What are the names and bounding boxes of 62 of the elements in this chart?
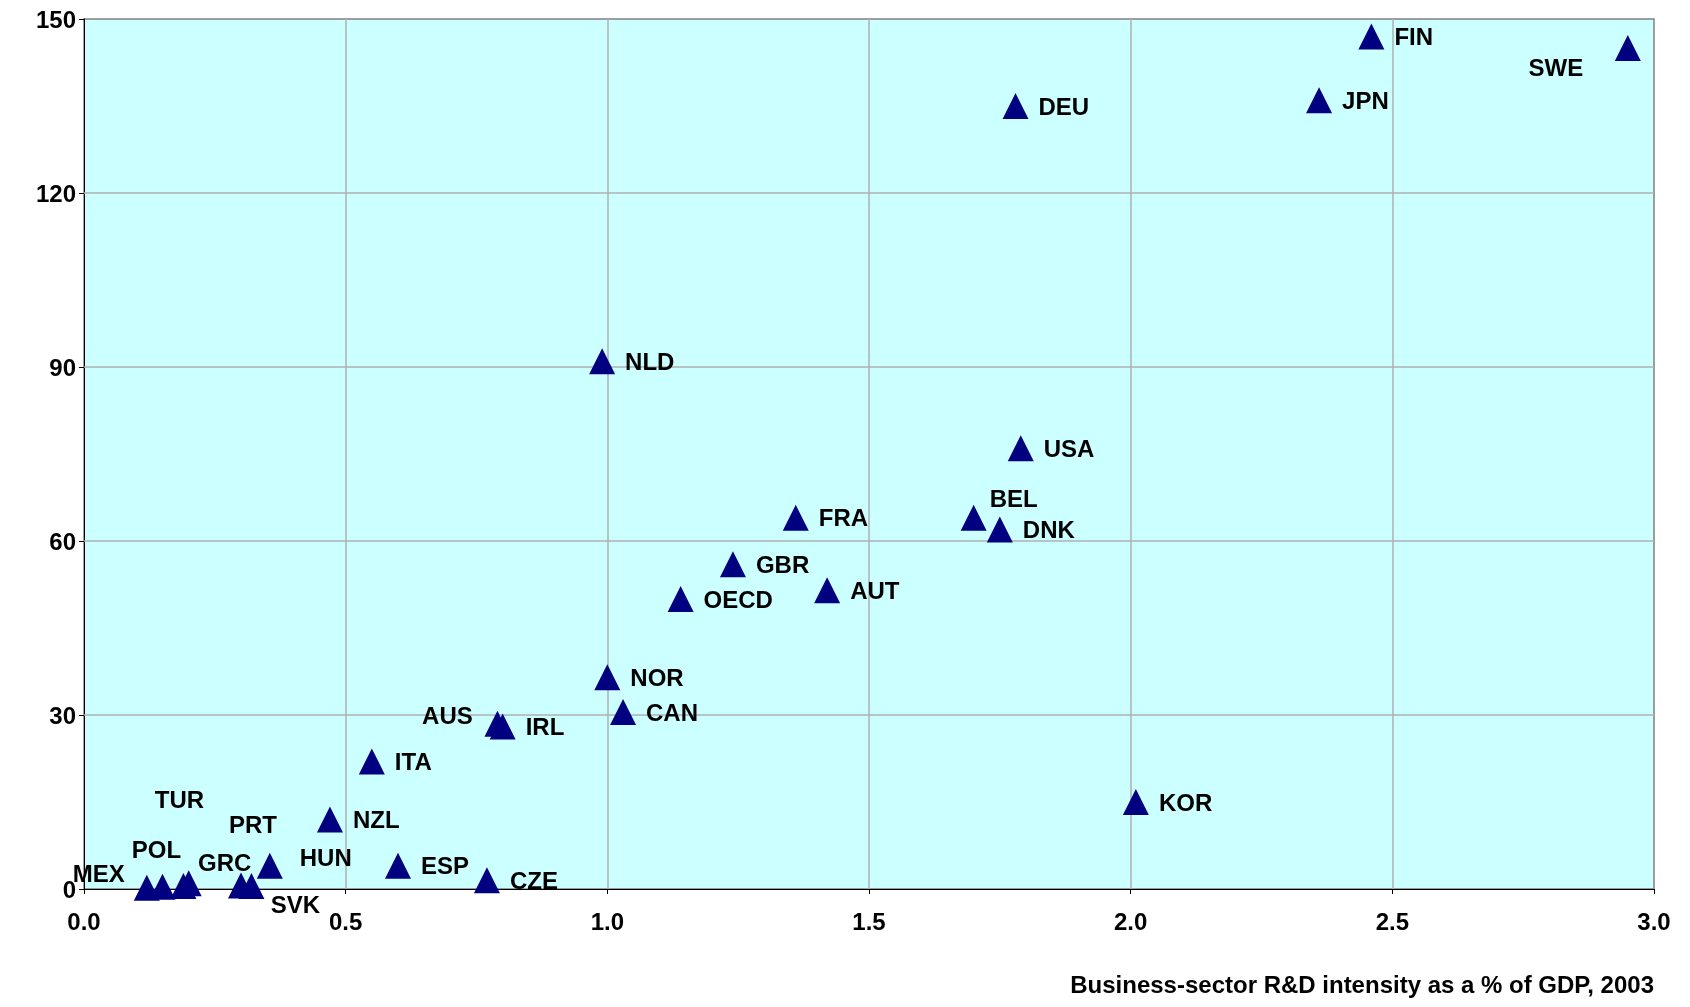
point bbox=[610, 699, 637, 726]
point bbox=[814, 577, 841, 604]
data-label: HUN bbox=[299, 844, 352, 872]
y-tick-label: 30 bbox=[49, 701, 76, 729]
point bbox=[238, 873, 265, 900]
x-tick-label: 0.5 bbox=[328, 907, 363, 935]
data-label: DNK bbox=[1022, 515, 1076, 543]
point bbox=[256, 852, 283, 879]
data-label: CAN bbox=[646, 698, 699, 726]
point bbox=[986, 516, 1013, 543]
data-label: NLD bbox=[625, 347, 675, 375]
y-tick-label: 120 bbox=[35, 179, 76, 207]
x-tick-label: 2.5 bbox=[1375, 907, 1410, 935]
x-tick-label: 3.0 bbox=[1637, 907, 1671, 935]
point bbox=[1306, 87, 1333, 114]
data-label: GRC bbox=[197, 848, 252, 876]
point bbox=[385, 852, 411, 879]
x-tick-label: 1.5 bbox=[852, 907, 886, 935]
data-label: POL bbox=[131, 835, 182, 863]
data-label: USA bbox=[1043, 434, 1095, 462]
data-label: AUS bbox=[422, 702, 473, 730]
point bbox=[473, 867, 500, 894]
x-axis-title: Business-sector R&D intensity as a % of GDP, 2003 bbox=[1070, 970, 1655, 998]
y-tick-label: 60 bbox=[49, 527, 76, 555]
data-label: OECD bbox=[703, 585, 773, 613]
point bbox=[1002, 93, 1029, 119]
point bbox=[589, 348, 616, 375]
data-label: KOR bbox=[1158, 788, 1213, 816]
y-tick-label: 90 bbox=[49, 353, 76, 381]
data-label: PRT bbox=[229, 811, 278, 839]
data-label: GBR bbox=[755, 550, 810, 578]
x-tick-label: 2.0 bbox=[1113, 907, 1148, 935]
point bbox=[594, 664, 621, 691]
y-tick-label: 150 bbox=[35, 5, 76, 33]
data-label: TUR bbox=[154, 786, 205, 814]
data-label: SWE bbox=[1528, 53, 1584, 81]
point bbox=[782, 504, 809, 531]
x-tick-label: 1.0 bbox=[590, 907, 625, 935]
point bbox=[1614, 35, 1641, 61]
point bbox=[667, 586, 694, 612]
data-label: FRA bbox=[818, 504, 869, 532]
point bbox=[316, 806, 343, 833]
data-label: NOR bbox=[630, 663, 684, 691]
data-label: BEL bbox=[989, 485, 1038, 513]
x-tick-label: 0.0 bbox=[67, 907, 101, 935]
point bbox=[719, 551, 746, 578]
point bbox=[1358, 23, 1385, 50]
data-label: ITA bbox=[394, 747, 432, 775]
data-label: SVK bbox=[270, 890, 321, 918]
data-label: AUT bbox=[850, 576, 900, 604]
data-label: JPN bbox=[1342, 86, 1389, 114]
data-label: DEU bbox=[1038, 92, 1090, 120]
point bbox=[1007, 435, 1034, 462]
point bbox=[1122, 789, 1149, 815]
data-label: FIN bbox=[1394, 22, 1434, 50]
data-label: CZE bbox=[509, 866, 558, 894]
point bbox=[489, 713, 516, 740]
point bbox=[960, 504, 987, 531]
data-label: ESP bbox=[421, 852, 470, 880]
data-label: NZL bbox=[352, 805, 400, 833]
point bbox=[358, 748, 385, 775]
data-label: IRL bbox=[525, 713, 565, 741]
